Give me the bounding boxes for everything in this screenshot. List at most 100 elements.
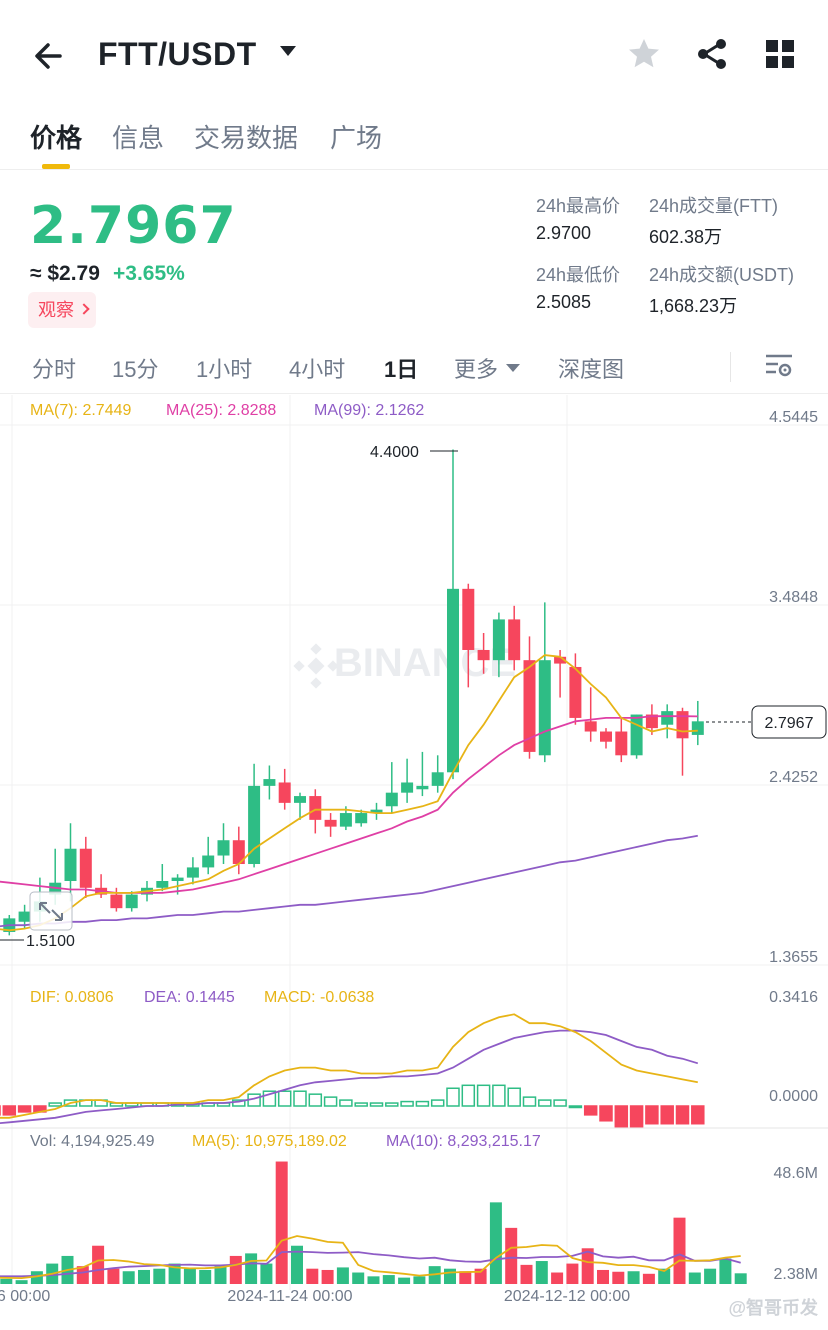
candle-body	[186, 867, 199, 878]
interval-time[interactable]: 分时	[32, 357, 77, 382]
divider	[730, 352, 731, 382]
volume-bar	[275, 1161, 288, 1284]
candle-body	[202, 855, 215, 868]
volume-bar	[597, 1269, 609, 1284]
interval-1h[interactable]: 1小时	[196, 357, 253, 382]
y-tick-label: 3.4848	[769, 589, 818, 606]
back-arrow-icon[interactable]	[30, 36, 70, 76]
vol-legend: Vol: 4,194,925.49	[30, 1133, 155, 1150]
volume-bar	[245, 1253, 258, 1284]
volume-bar	[214, 1266, 227, 1284]
interval-depth[interactable]: 深度图	[558, 357, 625, 382]
volume-bar	[76, 1266, 89, 1284]
candle-body	[676, 711, 689, 739]
volume-bar	[673, 1217, 686, 1284]
x-tick-label: 1-06 00:00	[0, 1288, 50, 1305]
macd-histogram-bar	[553, 1099, 567, 1107]
macd-histogram-bar	[583, 1105, 598, 1116]
max-price-label: 4.4000	[370, 444, 419, 461]
dea-legend: DEA: 0.1445	[144, 989, 235, 1006]
top-bar: FTT/USDT	[0, 0, 828, 110]
candle-body	[309, 796, 322, 820]
volume-bar	[199, 1269, 212, 1284]
low-value: 2.5085	[536, 292, 592, 312]
macd-histogram-bar	[507, 1087, 521, 1107]
y-tick-label: 4.5445	[769, 409, 818, 426]
macd-histogram-bar	[48, 1102, 62, 1107]
candle-body	[462, 588, 475, 650]
candle-body	[554, 656, 567, 664]
volume-bar	[291, 1245, 303, 1284]
interval-15m[interactable]: 15分	[112, 357, 159, 382]
candle-body	[691, 721, 704, 735]
volume-bar	[30, 1271, 43, 1284]
macd-histogram-bar	[568, 1105, 583, 1109]
volume-bar	[153, 1268, 166, 1284]
pair-title[interactable]: FTT/USDT	[98, 36, 257, 72]
macd-histogram-bar	[430, 1099, 445, 1107]
macd-histogram-bar	[538, 1099, 552, 1107]
macd-histogram-bar	[446, 1087, 460, 1107]
dif-line	[0, 1013, 698, 1119]
macd-histogram-bar	[614, 1105, 629, 1128]
interval-4h[interactable]: 4小时	[289, 357, 346, 382]
expand-icon	[39, 902, 63, 921]
macd-histogram-bar	[277, 1090, 292, 1107]
share-icon[interactable]	[694, 36, 730, 72]
candle-body	[401, 782, 414, 793]
vol-ma10-legend: MA(10): 8,293,215.17	[386, 1133, 541, 1150]
candle-body	[64, 848, 77, 882]
volume-bar	[168, 1263, 181, 1284]
interval-1d[interactable]: 1日	[384, 357, 419, 382]
caret-down-icon[interactable]	[506, 364, 520, 372]
volume-bar	[138, 1269, 150, 1284]
macd-histogram-bar	[599, 1105, 613, 1122]
volume-bar	[122, 1271, 135, 1284]
volume-bar	[260, 1263, 273, 1284]
candle-body	[431, 772, 444, 786]
candle-body	[645, 714, 658, 729]
candle-body	[232, 840, 245, 865]
macd-histogram-bar	[385, 1102, 399, 1107]
candle-body	[79, 848, 92, 888]
candle-body	[324, 819, 337, 827]
candle-body	[615, 731, 628, 756]
tab-trading-data[interactable]: 交易数据	[194, 123, 299, 153]
tab-price[interactable]: 价格	[30, 123, 83, 153]
candle-body	[477, 649, 490, 661]
interval-more[interactable]: 更多	[454, 357, 499, 382]
chart-settings-icon[interactable]	[764, 352, 794, 382]
tab-info[interactable]: 信息	[112, 123, 165, 153]
footer-watermark: @智哥币发	[728, 1297, 819, 1318]
volume-bar	[321, 1269, 334, 1284]
volume-bar	[336, 1267, 349, 1284]
tab-square[interactable]: 广场	[330, 123, 383, 153]
volume-bar	[229, 1255, 242, 1284]
dif-legend: DIF: 0.0806	[30, 989, 114, 1006]
volume-bar	[520, 1264, 533, 1284]
volume-bar	[489, 1202, 502, 1284]
macd-histogram-bar	[691, 1105, 705, 1125]
volume-ma10-line	[0, 1250, 741, 1278]
macd-histogram-bar	[400, 1100, 414, 1107]
ma99-legend: MA(99): 2.1262	[314, 402, 424, 419]
watch-button[interactable]: 观察	[28, 292, 96, 328]
volume-bar	[459, 1271, 472, 1284]
star-icon[interactable]	[626, 36, 662, 72]
volume-bar	[612, 1271, 625, 1284]
macd-histogram-bar	[17, 1105, 32, 1113]
candle-body	[248, 785, 261, 865]
candle-body	[538, 660, 551, 756]
candle-body	[18, 911, 31, 922]
vol-y-tick: 48.6M	[774, 1165, 818, 1182]
grid-icon[interactable]	[762, 36, 798, 72]
macd-histogram-bar	[339, 1099, 353, 1107]
volume-ma5-line	[0, 1235, 741, 1280]
caret-down-icon[interactable]	[280, 46, 296, 56]
expand-chart-button[interactable]	[29, 891, 73, 931]
current-price-tag[interactable]	[751, 705, 827, 739]
current-price-label: 2.7967	[765, 715, 814, 732]
low-label: 24h最低价	[536, 265, 621, 285]
volume-bar	[444, 1268, 456, 1284]
